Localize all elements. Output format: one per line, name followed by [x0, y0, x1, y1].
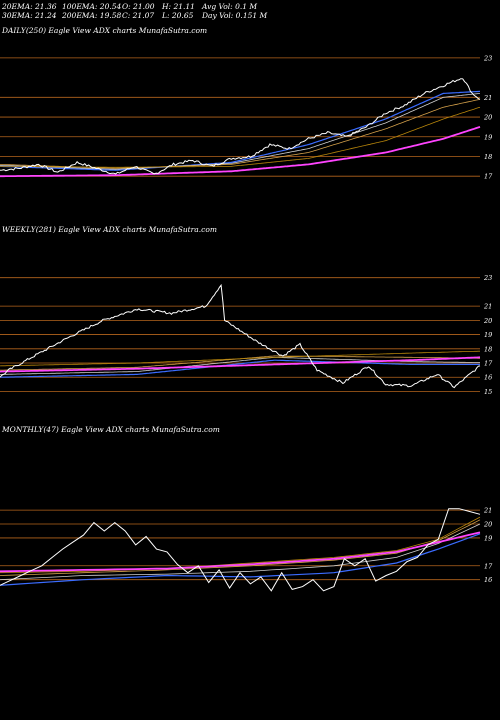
weekly-price-line: [0, 283, 481, 389]
weekly-y-tick-label: 17: [484, 360, 493, 368]
monthly-ema30-line: [0, 523, 481, 581]
monthly-y-tick-label: 20: [483, 521, 492, 529]
monthly-y-tick-label: 19: [484, 534, 492, 542]
daily-y-tick-label: 19: [484, 133, 492, 141]
weekly-ema20-line: [0, 359, 480, 378]
daily-ema20-line: [0, 90, 481, 171]
stat-day-vol: Day Vol: 0.151 M: [202, 11, 268, 20]
weekly-ema100-line: [0, 350, 480, 367]
stat-30ema: 30EMA: 21.24: [2, 11, 57, 20]
daily-ema200-line: [0, 126, 481, 178]
stat-high: H: 21.11: [162, 2, 195, 11]
daily-y-tick-label: 17: [484, 173, 493, 181]
daily-y-tick-label: 21: [483, 94, 492, 102]
weekly-y-tick-label: 23: [483, 274, 492, 282]
weekly-y-tick-label: 19: [484, 331, 492, 339]
monthly-ema100-line: [0, 516, 481, 574]
daily-price-line: [0, 78, 481, 175]
daily-y-tick-label: 18: [484, 153, 492, 161]
weekly-y-tick-label: 16: [484, 374, 492, 382]
monthly-y-tick-label: 21: [483, 507, 492, 515]
monthly-price-line: [0, 508, 481, 592]
weekly-y-tick-label: 15: [484, 388, 492, 396]
stat-100ema: 100EMA: 20.54: [62, 2, 122, 11]
monthly-chart-title: MONTHLY(47) Eagle View ADX charts Munafa…: [2, 425, 220, 434]
weekly-ema200-line: [0, 356, 481, 373]
monthly-y-tick-label: 17: [484, 562, 493, 570]
stat-200ema: 200EMA: 19.58: [62, 11, 122, 20]
stat-close: C: 21.07: [122, 11, 155, 20]
monthly-ema20-line: [0, 533, 481, 586]
stat-open: O: 21.00: [122, 2, 155, 11]
daily-y-tick-label: 23: [483, 54, 492, 62]
weekly-y-tick-label: 21: [483, 303, 492, 311]
weekly-chart-title: WEEKLY(281) Eagle View ADX charts Munafa…: [2, 225, 217, 234]
stat-low: L: 20.65: [162, 11, 194, 20]
stat-avg-vol: Avg Vol: 0.1 M: [202, 2, 258, 11]
monthly-chart: 21 20 19 17 16: [0, 507, 493, 592]
weekly-y-tick-label: 18: [484, 345, 492, 353]
stat-20ema: 20EMA: 21.36: [2, 2, 57, 11]
monthly-y-tick-label: 16: [484, 576, 492, 584]
daily-chart: 23 21 20 19 18 17: [0, 54, 493, 181]
daily-y-tick-label: 20: [483, 114, 492, 122]
daily-ema30-line: [0, 93, 481, 170]
daily-chart-title: DAILY(250) Eagle View ADX charts MunafaS…: [2, 26, 208, 35]
daily-ema100-line: [0, 106, 481, 168]
monthly-ema50-line: [0, 519, 481, 576]
weekly-chart: 23 21 20 19 18 17 16 15: [0, 274, 493, 396]
weekly-y-tick-label: 20: [483, 317, 492, 325]
monthly-ema200-line: [0, 531, 481, 573]
